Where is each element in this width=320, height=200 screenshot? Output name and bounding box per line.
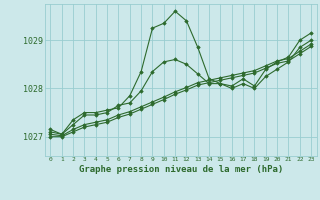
X-axis label: Graphe pression niveau de la mer (hPa): Graphe pression niveau de la mer (hPa) xyxy=(79,165,283,174)
